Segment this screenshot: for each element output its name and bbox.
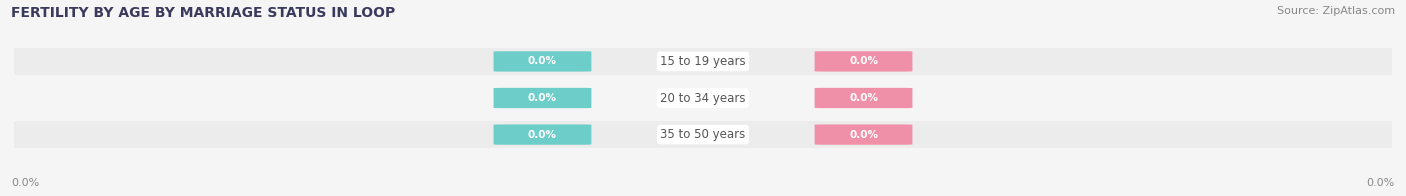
- Bar: [14, 85, 1392, 111]
- Bar: [14, 48, 1392, 75]
- Text: FERTILITY BY AGE BY MARRIAGE STATUS IN LOOP: FERTILITY BY AGE BY MARRIAGE STATUS IN L…: [11, 6, 395, 20]
- FancyBboxPatch shape: [494, 88, 592, 108]
- Text: 15 to 19 years: 15 to 19 years: [661, 55, 745, 68]
- FancyBboxPatch shape: [814, 124, 912, 145]
- FancyBboxPatch shape: [494, 51, 592, 72]
- Text: 0.0%: 0.0%: [849, 93, 877, 103]
- Text: 0.0%: 0.0%: [849, 56, 877, 66]
- Text: Source: ZipAtlas.com: Source: ZipAtlas.com: [1277, 6, 1395, 16]
- Text: 0.0%: 0.0%: [529, 56, 557, 66]
- Text: 0.0%: 0.0%: [11, 178, 39, 188]
- FancyBboxPatch shape: [814, 88, 912, 108]
- FancyBboxPatch shape: [494, 124, 592, 145]
- Text: 0.0%: 0.0%: [529, 93, 557, 103]
- FancyBboxPatch shape: [814, 51, 912, 72]
- Bar: [14, 121, 1392, 148]
- Text: 0.0%: 0.0%: [1367, 178, 1395, 188]
- Text: 35 to 50 years: 35 to 50 years: [661, 128, 745, 141]
- Text: 0.0%: 0.0%: [849, 130, 877, 140]
- Text: 20 to 34 years: 20 to 34 years: [661, 92, 745, 104]
- Text: 0.0%: 0.0%: [529, 130, 557, 140]
